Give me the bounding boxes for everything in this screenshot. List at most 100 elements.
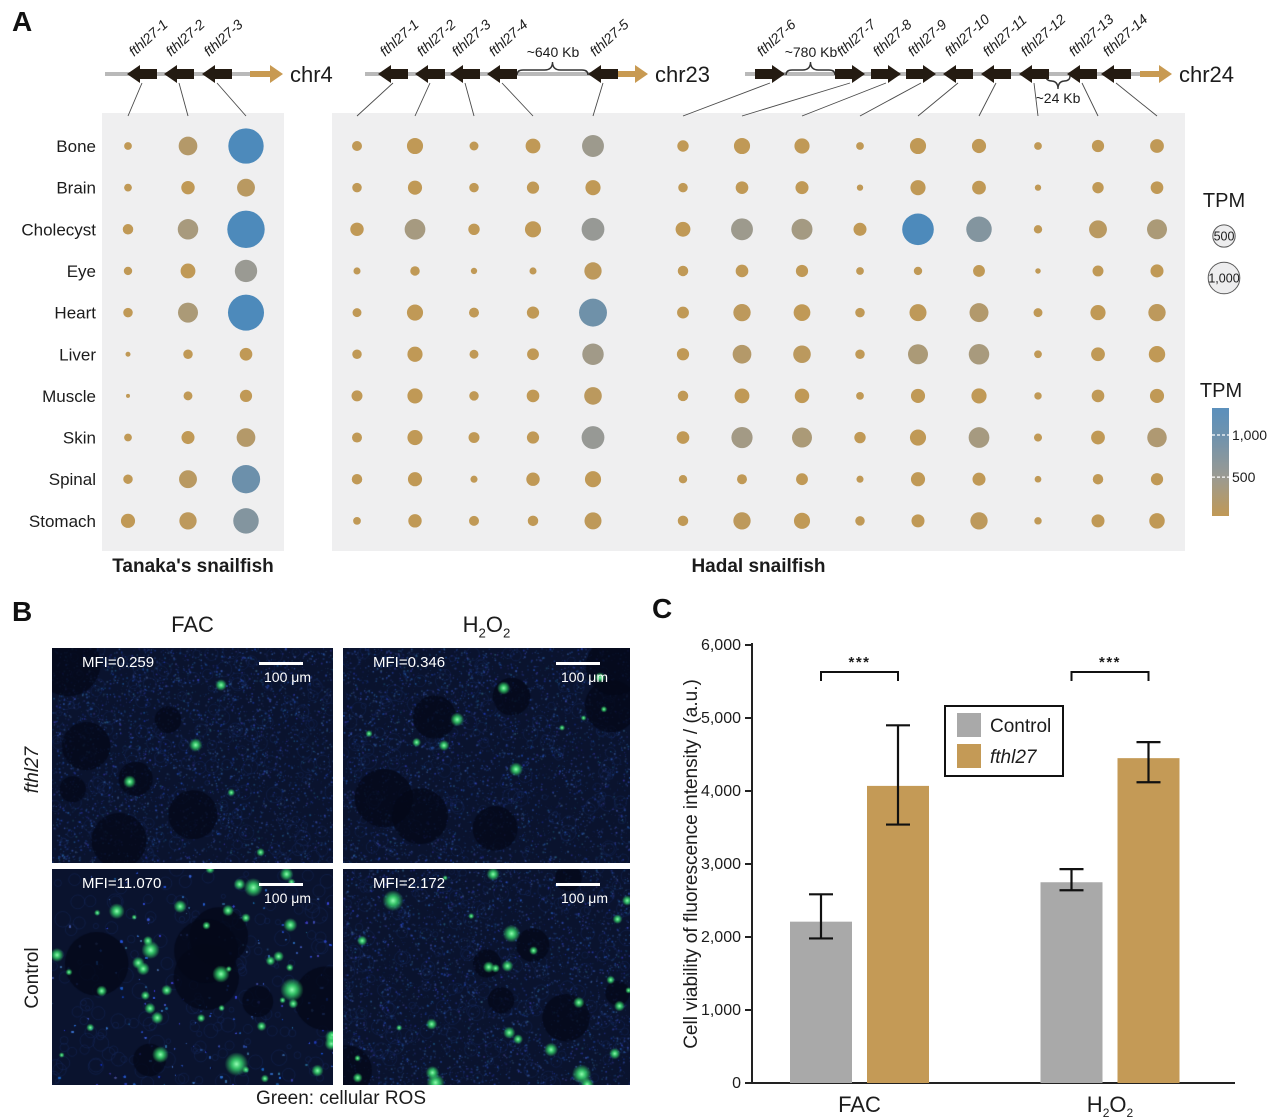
scale-bar-label: 100 μm	[561, 890, 608, 906]
mfi-value: MFI=0.346	[373, 654, 446, 671]
gap-label: ~24 Kb	[1036, 90, 1081, 106]
y-axis-title: Cell viability of fluorescence intensity…	[681, 679, 702, 1049]
bubble	[233, 508, 259, 534]
tissue-label: Muscle	[42, 387, 96, 406]
chromosome-arrow-icon	[1140, 65, 1172, 83]
bubble	[793, 304, 811, 321]
gene-arrow-icon	[127, 65, 157, 83]
scale-bar-label: 100 μm	[264, 890, 311, 906]
bubble	[527, 515, 539, 527]
bubble	[1092, 181, 1104, 194]
gap-brace	[785, 61, 836, 76]
leader-line	[1081, 82, 1099, 117]
leader-line	[414, 82, 431, 117]
bubble	[677, 390, 689, 402]
color-legend-bar	[1212, 408, 1229, 516]
bubble	[470, 267, 478, 275]
bubble	[584, 387, 602, 405]
bubble	[1150, 473, 1164, 486]
bubble	[469, 141, 479, 151]
bubble	[581, 217, 605, 241]
bubble	[1035, 268, 1041, 274]
bubble	[231, 465, 261, 494]
bubble	[1149, 388, 1165, 403]
gene-label: fthl27-1	[376, 16, 421, 59]
bubble	[183, 391, 193, 401]
leader-line	[464, 82, 475, 117]
bubble	[1150, 264, 1164, 278]
panel-c-label: C	[652, 593, 673, 624]
bubble	[469, 307, 479, 318]
bubble	[228, 128, 264, 164]
bubble	[1150, 139, 1164, 153]
gene-arrow-icon	[871, 65, 901, 83]
y-tick-label: 3,000	[701, 856, 741, 873]
bubble	[855, 307, 865, 318]
panel-b-label: B	[12, 596, 33, 627]
bubble	[966, 216, 992, 243]
size-legend-circle	[1212, 224, 1236, 248]
color-legend-value: 1,000	[1232, 427, 1267, 443]
bubble	[407, 388, 423, 404]
leader-line	[127, 82, 143, 117]
bubble	[526, 472, 540, 486]
bubble	[909, 304, 927, 322]
bubble	[676, 348, 690, 361]
bubble	[350, 222, 364, 237]
bubble	[581, 426, 605, 449]
bubble	[582, 343, 604, 365]
bubble	[1150, 181, 1164, 194]
leader-line	[501, 82, 534, 117]
chromosome-arrow-icon	[615, 65, 648, 83]
bubble	[126, 393, 130, 398]
bubble	[227, 294, 265, 331]
micrograph-canvas	[343, 869, 630, 1085]
x-category-label: H2O2	[1087, 1092, 1134, 1118]
bubble	[856, 142, 864, 150]
bubble	[468, 223, 480, 236]
leader-line	[741, 82, 851, 117]
gene-arrow-icon	[981, 65, 1011, 83]
bubble	[854, 431, 866, 444]
tissue-label: Cholecyst	[21, 220, 96, 239]
bubble	[526, 181, 540, 194]
bubble	[856, 267, 864, 275]
bubble	[353, 516, 361, 525]
micrograph-fthl27-h2o2: MFI=0.346 100 μm	[343, 648, 630, 863]
bubble	[183, 349, 193, 359]
gap-brace	[1045, 75, 1071, 90]
bubble	[853, 222, 867, 236]
y-tick-label: 2,000	[701, 929, 741, 946]
bar-fthl27-1	[1117, 758, 1180, 1083]
bubble	[731, 218, 753, 241]
bubble	[1148, 346, 1166, 363]
bubble	[178, 302, 198, 323]
tissue-label: Stomach	[29, 512, 96, 531]
bubble	[913, 266, 923, 276]
leader-line	[917, 82, 959, 117]
gene-arrow-icon	[1067, 65, 1097, 83]
scale-bar	[259, 662, 303, 665]
bubble	[407, 429, 423, 446]
bubble	[123, 307, 133, 318]
bubble	[179, 470, 197, 489]
mfi-value: MFI=0.259	[82, 654, 155, 671]
bubble	[677, 515, 689, 527]
x-category-label: FAC	[838, 1092, 881, 1117]
bubble	[227, 210, 265, 249]
bubble	[125, 351, 131, 357]
bubble	[181, 180, 195, 195]
bubble	[678, 475, 688, 484]
legend-label: Control	[990, 716, 1051, 737]
matrix-box	[332, 113, 1185, 551]
bubble	[733, 512, 751, 530]
bubble	[793, 345, 811, 364]
gap-label: ~640 Kb	[527, 44, 580, 60]
bubble	[911, 514, 925, 528]
scale-bar	[556, 662, 600, 665]
bubble	[239, 389, 253, 403]
y-tick-label: 5,000	[701, 710, 741, 727]
bubble	[1091, 514, 1105, 528]
bubble	[469, 182, 479, 193]
